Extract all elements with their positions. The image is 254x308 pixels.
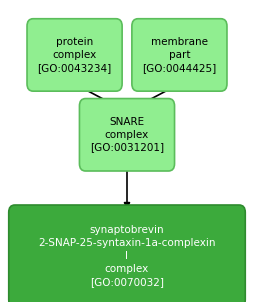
Text: synaptobrevin
2-SNAP-25-syntaxin-1a-complexin
I
complex
[GO:0070032]: synaptobrevin 2-SNAP-25-syntaxin-1a-comp… [38,225,216,287]
FancyBboxPatch shape [132,19,227,91]
Text: membrane
part
[GO:0044425]: membrane part [GO:0044425] [142,37,217,73]
FancyBboxPatch shape [80,99,174,171]
Text: SNARE
complex
[GO:0031201]: SNARE complex [GO:0031201] [90,117,164,152]
Text: protein
complex
[GO:0043234]: protein complex [GO:0043234] [37,37,112,73]
FancyBboxPatch shape [27,19,122,91]
FancyBboxPatch shape [9,205,245,307]
